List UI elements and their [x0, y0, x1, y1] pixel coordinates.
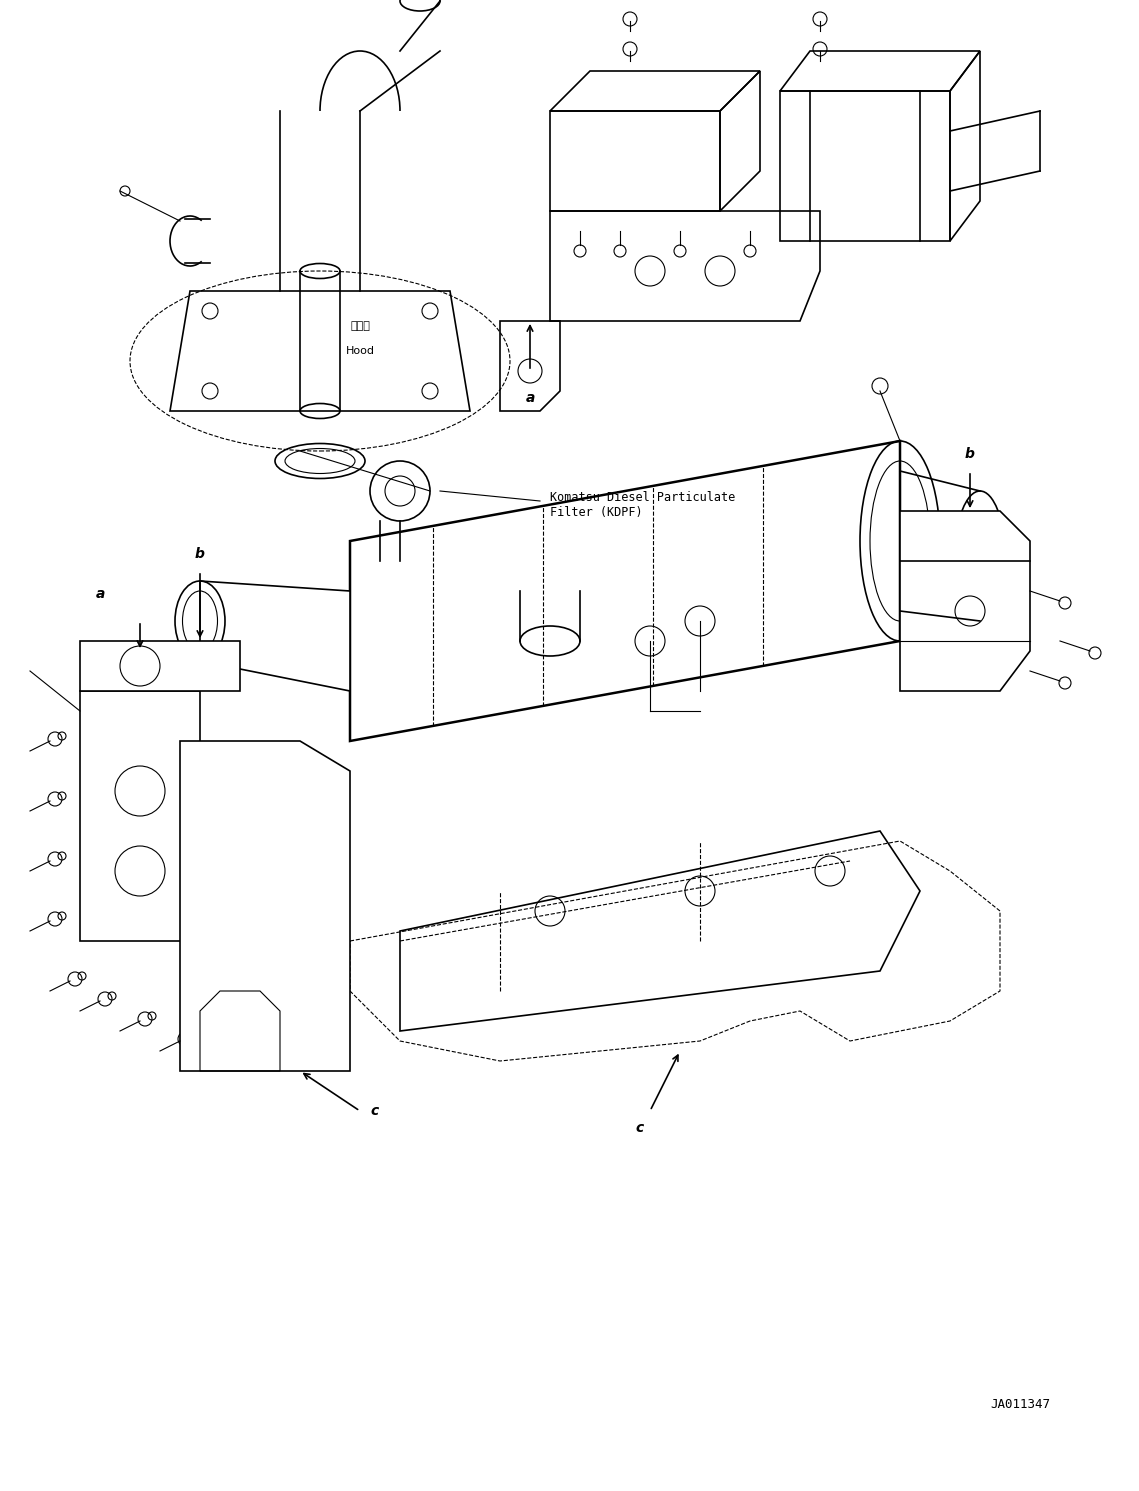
Polygon shape [180, 741, 350, 1071]
Text: a: a [525, 391, 534, 406]
Polygon shape [900, 511, 1030, 690]
Text: Hood: Hood [345, 346, 375, 356]
Text: フード: フード [350, 321, 370, 331]
Text: a: a [96, 587, 105, 601]
Polygon shape [550, 212, 820, 321]
Polygon shape [200, 581, 350, 690]
Polygon shape [350, 441, 900, 741]
Text: JA011347: JA011347 [990, 1399, 1050, 1410]
Text: Komatsu Diesel Particulate
Filter (KDPF): Komatsu Diesel Particulate Filter (KDPF) [550, 491, 736, 519]
Text: b: b [195, 547, 205, 561]
Text: b: b [965, 447, 975, 461]
Text: c: c [370, 1103, 378, 1118]
Text: c: c [636, 1121, 645, 1135]
Polygon shape [80, 690, 200, 941]
Polygon shape [80, 641, 240, 690]
